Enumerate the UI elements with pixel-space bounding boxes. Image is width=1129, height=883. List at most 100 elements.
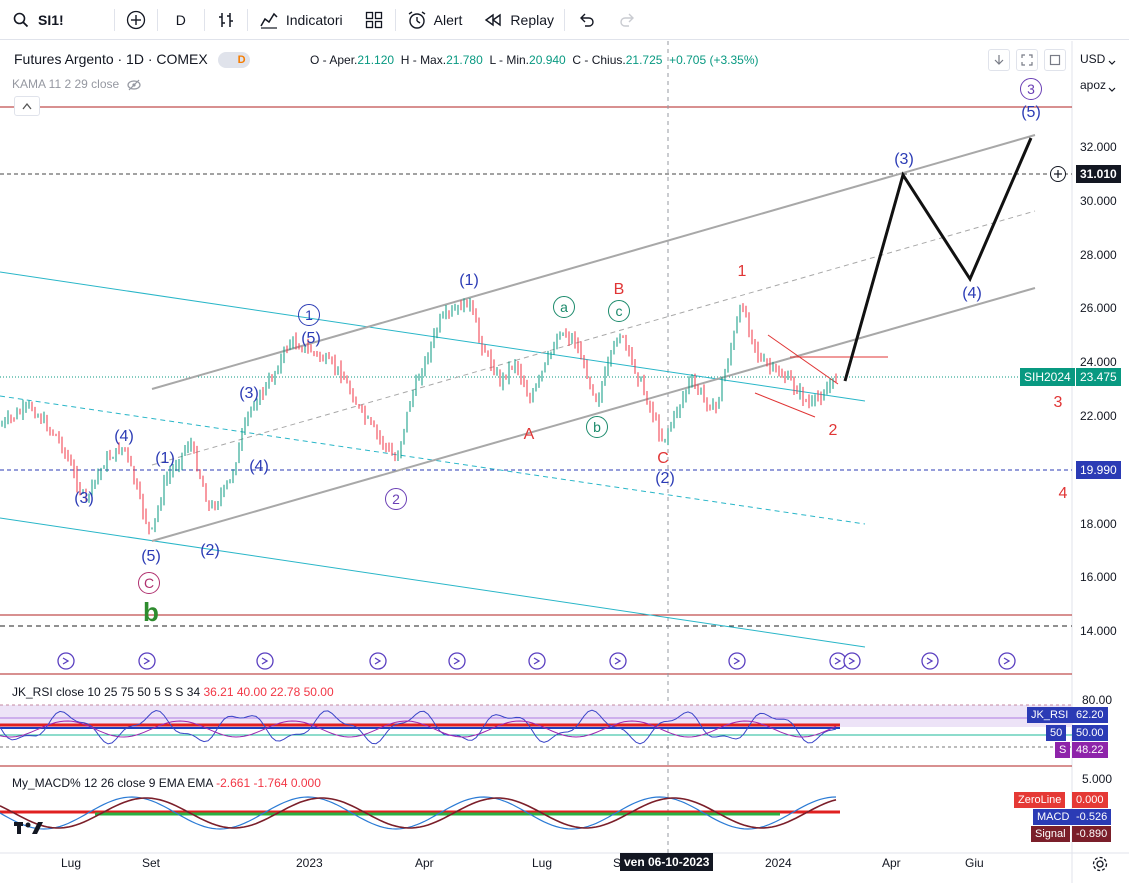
- chart-canvas[interactable]: [0, 41, 1129, 883]
- wave-circled-label: b: [586, 416, 608, 438]
- wave-label: (3): [894, 151, 914, 168]
- layouts-button[interactable]: [353, 0, 395, 40]
- alert-label: Alert: [433, 11, 463, 28]
- wave-label: C: [657, 450, 669, 467]
- price-tick: 16.000: [1080, 570, 1117, 585]
- contract-tag: SIH2024: [1020, 368, 1075, 386]
- expand-icon: [1021, 54, 1033, 66]
- indicators-button[interactable]: Indicatori: [248, 0, 353, 40]
- wave-circled-label: 3: [1020, 78, 1042, 100]
- event-marker-icon: [256, 652, 274, 670]
- indicators-label: Indicatori: [285, 11, 343, 28]
- interval-button[interactable]: D: [158, 0, 204, 40]
- cyan-channel-lower: [0, 517, 866, 648]
- time-tick: 2024: [765, 856, 792, 870]
- rsi-name-tag: JK_RSI: [1027, 707, 1073, 723]
- chart-legend: Futures Argento · 1D · COMEX D: [14, 51, 256, 69]
- toolbar-divider: [113, 8, 115, 31]
- wave-label: (2): [200, 542, 220, 559]
- maximize-pane-button[interactable]: [1016, 49, 1038, 71]
- move-down-button[interactable]: [988, 49, 1010, 71]
- symbol-search[interactable]: SI1!: [0, 0, 74, 40]
- kama-label: KAMA 11 2 29 close: [12, 77, 120, 91]
- chevron-up-icon: [22, 102, 32, 110]
- event-marker-arrow: [261, 657, 269, 665]
- eye-off-icon[interactable]: [126, 77, 141, 91]
- chevron-down-icon: [1108, 54, 1116, 69]
- macd-value-1: -2.661: [216, 776, 251, 790]
- time-tick: Apr: [882, 856, 901, 870]
- wave-label: A: [523, 426, 535, 443]
- toolbar-divider: [394, 8, 396, 31]
- redo-button[interactable]: [607, 0, 649, 40]
- wave-circled-label: a: [553, 296, 575, 318]
- macd-axis-tick: 5.000: [1082, 772, 1113, 786]
- wave-circled-label: 1: [298, 304, 320, 326]
- symbol-title: Futures Argento · 1D · COMEX: [14, 51, 208, 67]
- currency-selector[interactable]: USD: [1080, 52, 1106, 66]
- rewind-icon: [482, 9, 504, 31]
- kama-legend: KAMA 11 2 29 close: [12, 77, 141, 91]
- settings-gear-icon[interactable]: [1092, 856, 1108, 875]
- time-tick: 2023: [296, 856, 323, 870]
- crosshair-date-tag: ven 06-10-2023: [620, 853, 714, 871]
- compare-symbol-button[interactable]: [115, 0, 157, 40]
- close-label: C - Chius.: [572, 53, 626, 67]
- alert-button[interactable]: Alert: [396, 0, 473, 40]
- toolbar-divider: [564, 8, 566, 31]
- add-plus-icon[interactable]: [1050, 166, 1066, 182]
- close-value: 21.725: [625, 53, 663, 67]
- signal-value-tag: -0.890: [1072, 826, 1112, 842]
- pane-options-button[interactable]: [1044, 49, 1066, 71]
- redo-icon: [617, 9, 639, 31]
- macd-signal-line: [0, 797, 837, 829]
- target-price-tag: 31.010: [1076, 165, 1121, 183]
- event-marker-arrow: [374, 657, 382, 665]
- chart-type-button[interactable]: [205, 0, 247, 40]
- scale-mode-selector[interactable]: apoz: [1080, 78, 1107, 92]
- wave-label: 4: [1058, 485, 1068, 502]
- low-value: 20.940: [529, 53, 566, 67]
- collapse-legend-button[interactable]: [14, 96, 40, 116]
- wave-label: (2): [655, 470, 675, 487]
- wave-projection-path: [843, 137, 1033, 382]
- price-bars: [1, 297, 837, 535]
- square-icon: [1049, 54, 1061, 66]
- interval-badge[interactable]: D: [217, 52, 250, 69]
- open-value: 21.120: [357, 53, 395, 67]
- macd-value-3: 0.000: [290, 776, 321, 790]
- chart-area[interactable]: Futures Argento · 1D · COMEX D O - Aper.…: [0, 41, 1129, 883]
- macd-label: My_MACD% 12 26 close 9 EMA EMA: [12, 776, 213, 790]
- wedge-upper: [767, 334, 839, 385]
- price-tick: 26.000: [1080, 301, 1117, 316]
- rsi-value-tag: 62.20: [1072, 707, 1108, 723]
- macd-value-2: -1.764: [253, 776, 288, 790]
- wave-label: (4): [962, 285, 982, 302]
- last-price-tag: 23.475: [1076, 368, 1121, 386]
- replay-button[interactable]: Replay: [472, 0, 564, 40]
- rsi-value-3: 22.78: [270, 685, 301, 699]
- alarm-clock-icon: [406, 9, 428, 31]
- symbol-label: SI1!: [38, 11, 64, 28]
- wave-label: (4): [114, 428, 134, 445]
- cyan-channel-upper: [0, 271, 866, 402]
- high-value: 21.780: [446, 53, 483, 67]
- plus-circle-icon: [125, 9, 147, 31]
- bar-chart-type-icon: [215, 9, 237, 31]
- wave-label: (5): [141, 548, 161, 565]
- grid-layout-icon: [363, 9, 385, 31]
- event-markers: [57, 652, 1016, 670]
- open-label: O - Aper.: [310, 53, 358, 67]
- wave-circled-label: C: [138, 572, 160, 594]
- tradingview-logo[interactable]: [14, 819, 44, 838]
- event-marker-arrow: [733, 657, 741, 665]
- indicators-icon: [258, 9, 280, 31]
- undo-icon: [575, 9, 597, 31]
- undo-button[interactable]: [565, 0, 607, 40]
- price-tick: 32.000: [1080, 140, 1117, 154]
- event-marker-arrow: [1003, 657, 1011, 665]
- high-label: H - Max.: [400, 53, 447, 67]
- arrow-down-icon: [994, 55, 1004, 65]
- event-marker-arrow: [62, 657, 70, 665]
- wave-degree-label: b: [143, 597, 159, 627]
